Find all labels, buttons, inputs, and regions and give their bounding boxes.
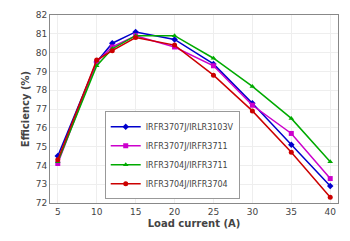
svg-text:77: 77 [36,104,47,114]
svg-text:20: 20 [169,207,181,217]
svg-text:78: 78 [36,85,48,95]
svg-text:73: 73 [36,179,47,189]
svg-text:IRFR3704J/IRFR3704: IRFR3704J/IRFR3704 [146,180,228,189]
svg-text:10: 10 [91,207,103,217]
svg-text:40: 40 [324,207,336,217]
svg-text:Efficiency (%): Efficiency (%) [20,71,31,147]
svg-text:80: 80 [36,48,48,58]
svg-text:81: 81 [36,29,47,39]
svg-text:79: 79 [36,67,48,77]
svg-text:25: 25 [208,207,219,217]
svg-text:5: 5 [55,207,61,217]
svg-text:IRFR3707J/IRFR3711: IRFR3707J/IRFR3711 [146,142,228,151]
svg-text:IRFR3707J/IRLR3103V: IRFR3707J/IRLR3103V [146,123,234,132]
svg-text:76: 76 [36,123,48,133]
svg-text:IRFR3704J/IRFR3711: IRFR3704J/IRFR3711 [146,161,228,170]
svg-text:82: 82 [36,10,47,20]
svg-text:30: 30 [247,207,259,217]
svg-text:72: 72 [36,198,47,208]
svg-text:75: 75 [36,142,47,152]
svg-text:15: 15 [130,207,141,217]
svg-text:Load current (A): Load current (A) [148,218,241,229]
svg-text:35: 35 [286,207,297,217]
svg-text:74: 74 [36,161,48,171]
